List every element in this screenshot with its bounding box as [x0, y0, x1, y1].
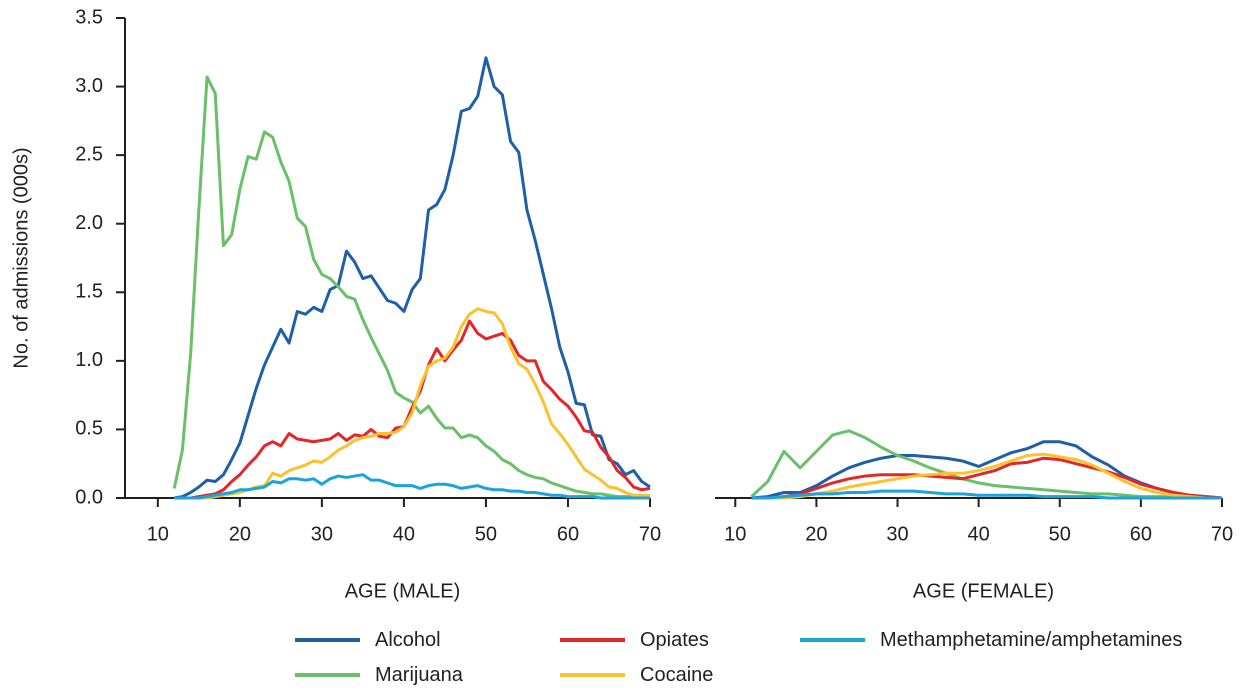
- x-tick-label: 70: [639, 523, 661, 545]
- x-tick-label: 50: [1049, 523, 1071, 545]
- series-line: [751, 489, 1222, 500]
- y-tick-label: 3.5: [75, 6, 103, 28]
- y-tick-label: 2.0: [75, 212, 103, 234]
- y-tick-label: 1.5: [75, 281, 103, 303]
- x-tick-label: 70: [1211, 523, 1233, 545]
- series-line: [172, 75, 650, 499]
- y-tick-label: 1.0: [75, 349, 103, 371]
- x-axis-label: AGE (MALE): [345, 580, 461, 602]
- legend-swatch: [800, 638, 865, 642]
- legend-swatch: [295, 638, 360, 642]
- x-tick-label: 20: [805, 523, 827, 545]
- legend-swatch: [295, 673, 360, 677]
- x-tick-label: 20: [229, 523, 251, 545]
- legend-label: Cocaine: [640, 663, 714, 686]
- series-line: [173, 56, 651, 500]
- y-tick-label: 3.0: [75, 75, 103, 97]
- x-tick-label: 60: [557, 523, 579, 545]
- series-line: [751, 456, 1223, 500]
- legend-label: Opiates: [640, 628, 709, 651]
- x-tick-label: 50: [475, 523, 497, 545]
- legend-swatch: [560, 673, 625, 677]
- series-line: [751, 452, 1222, 500]
- series-line: [174, 319, 651, 500]
- y-axis-label: No. of admissions (000s): [10, 147, 32, 368]
- legend-label: Marijuana: [375, 663, 463, 686]
- y-tick-label: 0.5: [75, 418, 103, 440]
- x-tick-label: 10: [147, 523, 169, 545]
- legend-label: Alcohol: [375, 628, 441, 651]
- x-tick-label: 30: [886, 523, 908, 545]
- x-tick-label: 40: [968, 523, 990, 545]
- x-tick-label: 10: [724, 523, 746, 545]
- x-tick-label: 60: [1130, 523, 1152, 545]
- x-tick-label: 30: [311, 523, 333, 545]
- legend-label: Methamphetamine/amphetamines: [880, 628, 1183, 651]
- y-tick-label: 0.0: [75, 486, 103, 508]
- x-tick-label: 40: [393, 523, 415, 545]
- x-axis-label: AGE (FEMALE): [913, 580, 1054, 602]
- legend-swatch: [560, 638, 625, 642]
- series-line: [174, 473, 650, 500]
- y-tick-label: 2.5: [75, 143, 103, 165]
